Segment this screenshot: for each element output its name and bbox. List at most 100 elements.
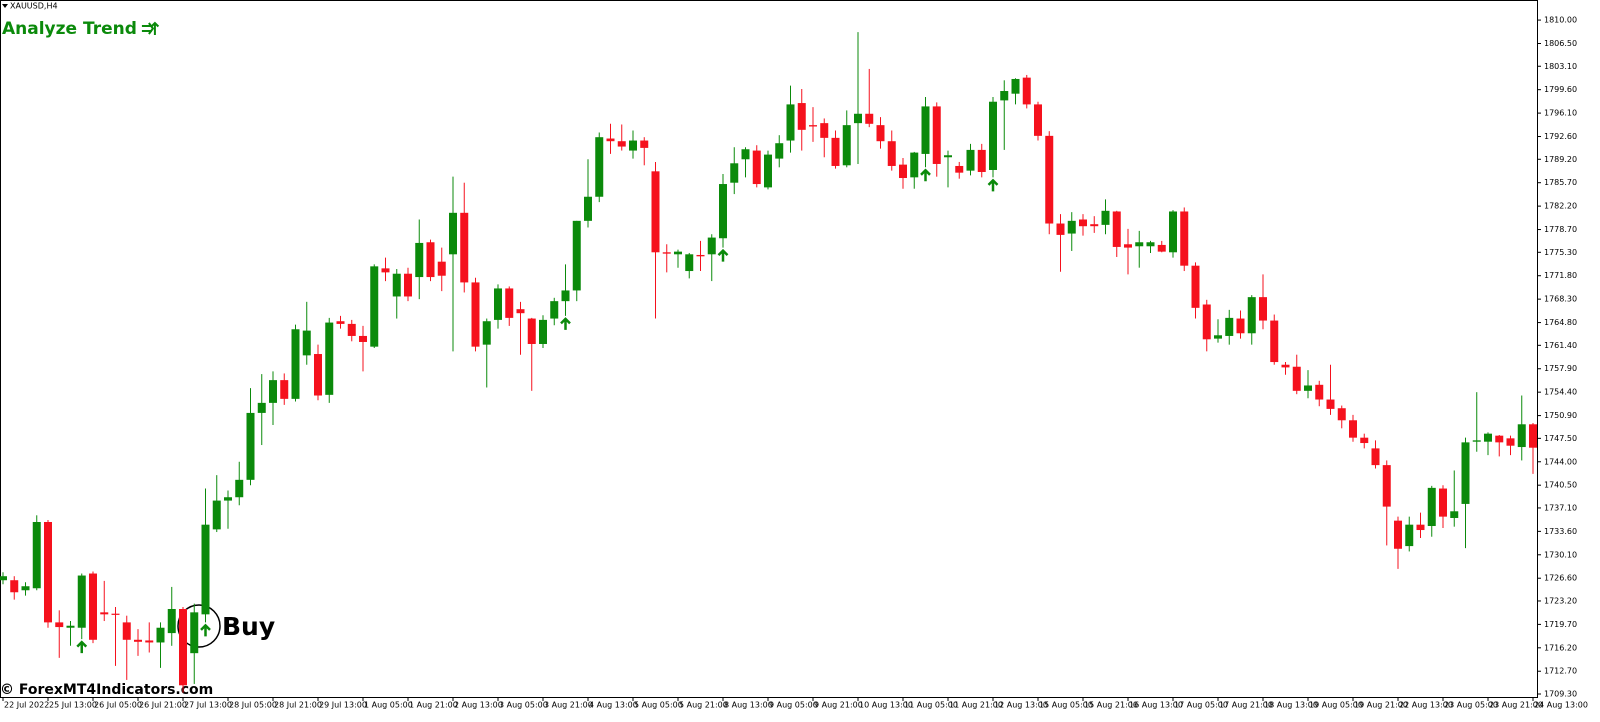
x-tick-label: 5 Aug 05:00 (634, 701, 683, 710)
candle-body (932, 106, 941, 164)
candle-body (44, 521, 52, 623)
candle-body (1405, 524, 1414, 547)
candle-body (359, 335, 367, 342)
y-tick-label: 1750.90 (1544, 411, 1577, 420)
candle-body (1045, 135, 1054, 224)
candle-body (1450, 511, 1459, 518)
candle-body (449, 212, 457, 255)
candle-body (719, 184, 727, 239)
candle-body (1382, 465, 1391, 507)
plot-frame (0, 0, 1538, 698)
candle-body (1247, 297, 1256, 334)
candle-body (1112, 211, 1121, 247)
x-tick-label: 22 Aug 13:00 (1399, 701, 1453, 710)
candle-body (1191, 265, 1200, 308)
candle-body (1056, 223, 1065, 235)
candle-body (1034, 104, 1042, 136)
candle-body (179, 608, 187, 686)
candle-body (1259, 297, 1267, 321)
candle-body (1360, 437, 1369, 444)
candle-body (1439, 488, 1447, 517)
y-tick-label: 1792.60 (1544, 132, 1577, 141)
y-tick-label: 1803.10 (1544, 62, 1577, 71)
candle-body (1270, 320, 1279, 363)
candle-body (651, 171, 660, 253)
candle-body (1315, 384, 1324, 400)
y-tick-label: 1810.00 (1544, 16, 1577, 25)
y-tick-label: 1747.50 (1544, 434, 1577, 443)
x-tick-label: 1 Aug 21:00 (409, 701, 458, 710)
y-tick-label: 1723.20 (1544, 596, 1577, 605)
candle-body (887, 141, 896, 166)
candle-body (674, 251, 682, 255)
y-tick-label: 1806.50 (1544, 39, 1577, 48)
x-tick-label: 3 Aug 05:00 (499, 701, 548, 710)
candle-body (246, 412, 255, 480)
candle-body (797, 103, 806, 130)
candle-body (989, 101, 997, 170)
candle-body (347, 323, 356, 336)
candle-body (1202, 304, 1211, 340)
y-tick-label: 1744.00 (1544, 457, 1577, 466)
y-tick-label: 1709.30 (1544, 689, 1577, 698)
candle-body (696, 254, 705, 257)
x-tick-label: 11 Aug 05:00 (904, 701, 958, 710)
x-tick-label: 1 Aug 05:00 (364, 701, 413, 710)
candle-body (460, 212, 469, 283)
x-tick-label: 8 Aug 13:00 (724, 701, 773, 710)
candle-body (381, 268, 390, 273)
candle-body (595, 137, 604, 197)
candle-body (966, 149, 975, 171)
candle-body (1517, 424, 1526, 448)
x-tick-label: 10 Aug 13:00 (859, 701, 913, 710)
candle-body (1135, 242, 1144, 247)
x-tick-label: 23 Aug 05:00 (1444, 701, 1498, 710)
y-tick-label: 1733.60 (1544, 527, 1577, 536)
x-tick-label: 19 Aug 05:00 (1309, 701, 1363, 710)
candle-body (550, 301, 559, 319)
candle-body (32, 521, 41, 589)
candle-body (370, 266, 379, 347)
candle-body (224, 497, 232, 501)
x-tick-label: 17 Aug 05:00 (1174, 701, 1228, 710)
x-tick-label: 23 Aug 21:00 (1489, 701, 1543, 710)
symbol-label: XAUUSD,H4 (10, 2, 58, 11)
x-tick-label: 26 Jul 21:00 (139, 701, 187, 710)
x-tick-label: 9 Aug 21:00 (814, 701, 863, 710)
candle-body (1472, 440, 1481, 442)
candle-body (944, 155, 952, 158)
x-tick-label: 15 Aug 21:00 (1084, 701, 1138, 710)
x-tick-label: 4 Aug 13:00 (589, 701, 638, 710)
candle-body (1427, 487, 1436, 527)
candle-body (1416, 524, 1425, 531)
candle-body (415, 242, 424, 278)
candle-body (1337, 408, 1346, 421)
candle-body (1180, 211, 1189, 266)
candle-body (1000, 91, 1009, 101)
candle-body (156, 627, 165, 643)
candle-body (482, 321, 491, 345)
candle-body (1157, 244, 1166, 252)
candle-body (190, 612, 199, 654)
y-tick-label: 1737.10 (1544, 503, 1577, 512)
candle-body (1214, 335, 1222, 339)
candle-body (741, 149, 750, 160)
candle-body (212, 500, 221, 530)
candle-body (1011, 78, 1020, 94)
candle-body (1326, 399, 1335, 409)
candle-body (561, 290, 570, 302)
candle-body (629, 140, 637, 151)
candle-body (134, 639, 142, 642)
candle-body (280, 380, 289, 399)
icon-arrows (141, 22, 155, 35)
indicator-title: Analyze Trend (2, 19, 137, 39)
y-tick-label: 1712.70 (1544, 667, 1577, 676)
candle-body (1079, 219, 1087, 227)
buy-signal-arrow (200, 623, 211, 637)
x-tick-label: 27 Jul 13:00 (184, 701, 232, 710)
candle-body (685, 254, 694, 272)
x-tick-label: 17 Aug 21:00 (1219, 701, 1273, 710)
y-tick-label: 1785.70 (1544, 178, 1577, 187)
candle-body (775, 143, 784, 159)
